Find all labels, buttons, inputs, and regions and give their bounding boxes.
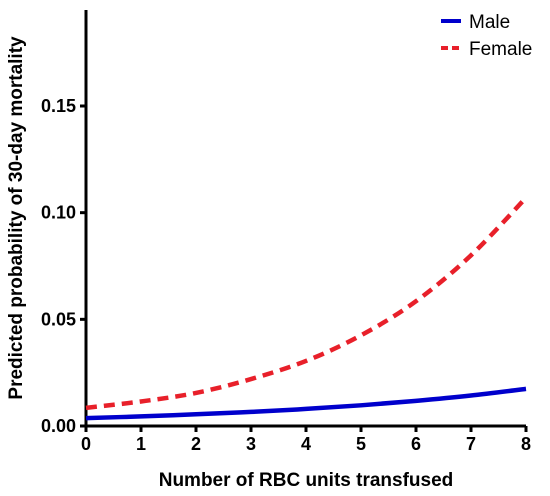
y-tick-label: 0.15 [41, 96, 76, 116]
legend: Male Female [441, 12, 532, 60]
x-axis-title: Number of RBC units transfused [159, 470, 454, 491]
series-line-male [85, 386, 527, 421]
y-axis-title: Predicted probability of 30-day mortalit… [6, 36, 27, 400]
legend-label-male: Male [469, 12, 510, 33]
legend-label-female: Female [469, 39, 532, 60]
ticks: 0 1 2 3 4 5 6 7 8 0.00 0.05 0.10 0.15 [41, 96, 531, 454]
series-group [85, 196, 528, 421]
x-tick-label: 0 [81, 434, 91, 454]
x-tick-label: 3 [246, 434, 256, 454]
x-tick-label: 7 [466, 434, 476, 454]
x-tick-label: 2 [191, 434, 201, 454]
y-tick-label: 0.10 [41, 203, 76, 223]
x-tick-label: 5 [356, 434, 366, 454]
x-tick-label: 8 [521, 434, 531, 454]
series-line-female [85, 196, 528, 411]
x-tick-label: 4 [301, 434, 311, 454]
x-tick-label: 1 [136, 434, 146, 454]
y-tick-label: 0.05 [41, 309, 76, 329]
x-tick-label: 6 [411, 434, 421, 454]
y-tick-label: 0.00 [41, 416, 76, 436]
